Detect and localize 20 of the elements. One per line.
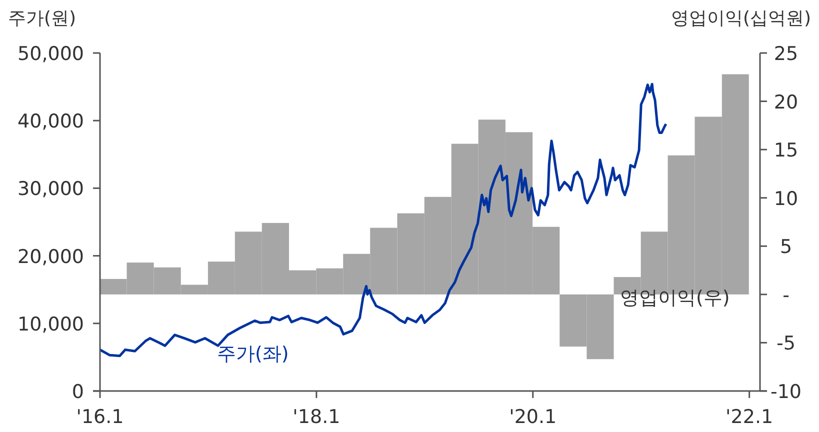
y2-tick-label: 25 xyxy=(774,43,798,65)
y2-tick-label: 15 xyxy=(774,140,798,162)
y-tick-label: 10,000 xyxy=(18,313,84,336)
y-tick-label: 50,000 xyxy=(18,43,84,65)
x-tick-label: '20.1 xyxy=(509,406,557,428)
y2-tick-label: -5 xyxy=(776,332,796,355)
y-axis-title: 주가(원) xyxy=(8,8,76,29)
y-tick-label: 20,000 xyxy=(18,246,84,268)
x-tick-label: '18.1 xyxy=(292,406,340,428)
y-tick-label: 40,000 xyxy=(18,110,84,133)
y-tick-label: 0 xyxy=(72,381,84,403)
x-tick-label: '22.1 xyxy=(726,406,774,428)
y2-tick-label: 20 xyxy=(774,91,798,114)
y2-tick-label: 5 xyxy=(780,236,792,258)
x-tick-label: '16.1 xyxy=(76,406,124,428)
y2-axis-title: 영업이익(십억원) xyxy=(670,8,811,29)
y2-tick-label: - xyxy=(782,284,790,306)
y2-tick-label: -10 xyxy=(770,381,802,403)
y2-tick-label: 10 xyxy=(774,188,798,210)
y-tick-label: 30,000 xyxy=(18,178,84,200)
